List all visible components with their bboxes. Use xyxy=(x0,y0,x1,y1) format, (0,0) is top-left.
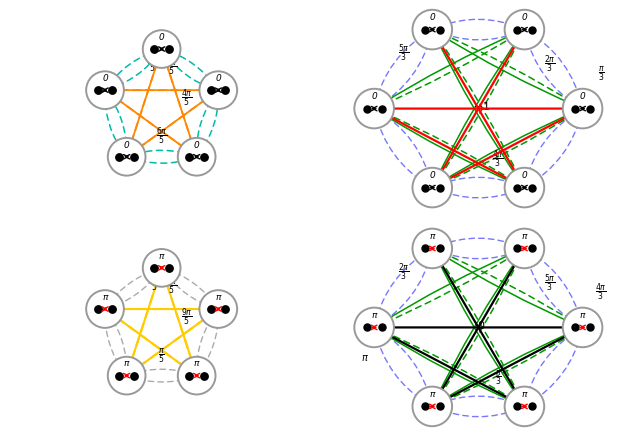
Text: π: π xyxy=(216,293,221,302)
Circle shape xyxy=(412,228,452,268)
Text: π: π xyxy=(522,232,527,241)
Text: π: π xyxy=(124,359,129,368)
Text: $\frac{4\pi}{3}$: $\frac{4\pi}{3}$ xyxy=(492,148,504,170)
Circle shape xyxy=(355,89,394,128)
Circle shape xyxy=(563,89,602,128)
Circle shape xyxy=(504,168,544,208)
Text: $\pi$: $\pi$ xyxy=(362,353,369,363)
Text: $\frac{3\pi}{5}$: $\frac{3\pi}{5}$ xyxy=(166,276,178,297)
Text: $0$: $0$ xyxy=(477,319,486,331)
Text: 0: 0 xyxy=(429,13,435,22)
Text: $\frac{\pi}{3}$: $\frac{\pi}{3}$ xyxy=(598,64,605,83)
Text: $\frac{8\pi}{5}$: $\frac{8\pi}{5}$ xyxy=(166,57,178,78)
Text: $\frac{5\pi}{3}$: $\frac{5\pi}{3}$ xyxy=(544,273,556,294)
Circle shape xyxy=(178,138,216,176)
Text: 0: 0 xyxy=(124,140,129,150)
Text: 0: 0 xyxy=(429,171,435,180)
Text: 0: 0 xyxy=(159,33,164,42)
Text: $\frac{\pi}{5}$: $\frac{\pi}{5}$ xyxy=(158,346,165,364)
Text: $\frac{4\pi}{3}$: $\frac{4\pi}{3}$ xyxy=(595,282,607,303)
Text: 0: 0 xyxy=(580,92,586,101)
Text: $\frac{6\pi}{5}$: $\frac{6\pi}{5}$ xyxy=(156,126,168,147)
Circle shape xyxy=(412,387,452,426)
Circle shape xyxy=(504,387,544,426)
Circle shape xyxy=(200,290,237,328)
Text: π: π xyxy=(371,311,377,320)
Circle shape xyxy=(108,357,145,395)
Text: $-1$: $-1$ xyxy=(473,100,490,112)
Text: $\frac{7\pi}{5}$: $\frac{7\pi}{5}$ xyxy=(149,273,161,294)
Text: 0: 0 xyxy=(522,171,527,180)
Text: π: π xyxy=(429,232,435,241)
Text: π: π xyxy=(429,390,435,399)
Circle shape xyxy=(355,308,394,347)
Text: $\frac{4\pi}{5}$: $\frac{4\pi}{5}$ xyxy=(180,88,193,109)
Text: $\frac{2\pi}{3}$: $\frac{2\pi}{3}$ xyxy=(398,262,410,283)
Circle shape xyxy=(412,168,452,208)
Circle shape xyxy=(178,357,216,395)
Circle shape xyxy=(504,228,544,268)
Text: π: π xyxy=(522,390,527,399)
Text: 0: 0 xyxy=(522,13,527,22)
Text: 0: 0 xyxy=(102,74,108,83)
Text: π: π xyxy=(159,252,164,261)
Text: π: π xyxy=(580,311,585,320)
Circle shape xyxy=(86,290,124,328)
Circle shape xyxy=(143,30,180,68)
Text: $\frac{\pi}{3}$: $\frac{\pi}{3}$ xyxy=(495,368,502,387)
Text: 0: 0 xyxy=(371,92,377,101)
Circle shape xyxy=(108,138,145,176)
Circle shape xyxy=(504,10,544,49)
Text: $\frac{2\pi}{3}$: $\frac{2\pi}{3}$ xyxy=(544,54,556,75)
Text: π: π xyxy=(102,293,108,302)
Text: $\frac{5\pi}{3}$: $\frac{5\pi}{3}$ xyxy=(398,43,410,65)
Text: π: π xyxy=(194,359,199,368)
Circle shape xyxy=(412,10,452,49)
Circle shape xyxy=(200,72,237,109)
Text: 0: 0 xyxy=(194,140,200,150)
Text: $\frac{9\pi}{5}$: $\frac{9\pi}{5}$ xyxy=(180,307,193,328)
Text: 0: 0 xyxy=(216,74,221,83)
Circle shape xyxy=(86,72,124,109)
Circle shape xyxy=(563,308,602,347)
Circle shape xyxy=(143,249,180,287)
Text: $\frac{2\pi}{5}$: $\frac{2\pi}{5}$ xyxy=(147,54,159,75)
